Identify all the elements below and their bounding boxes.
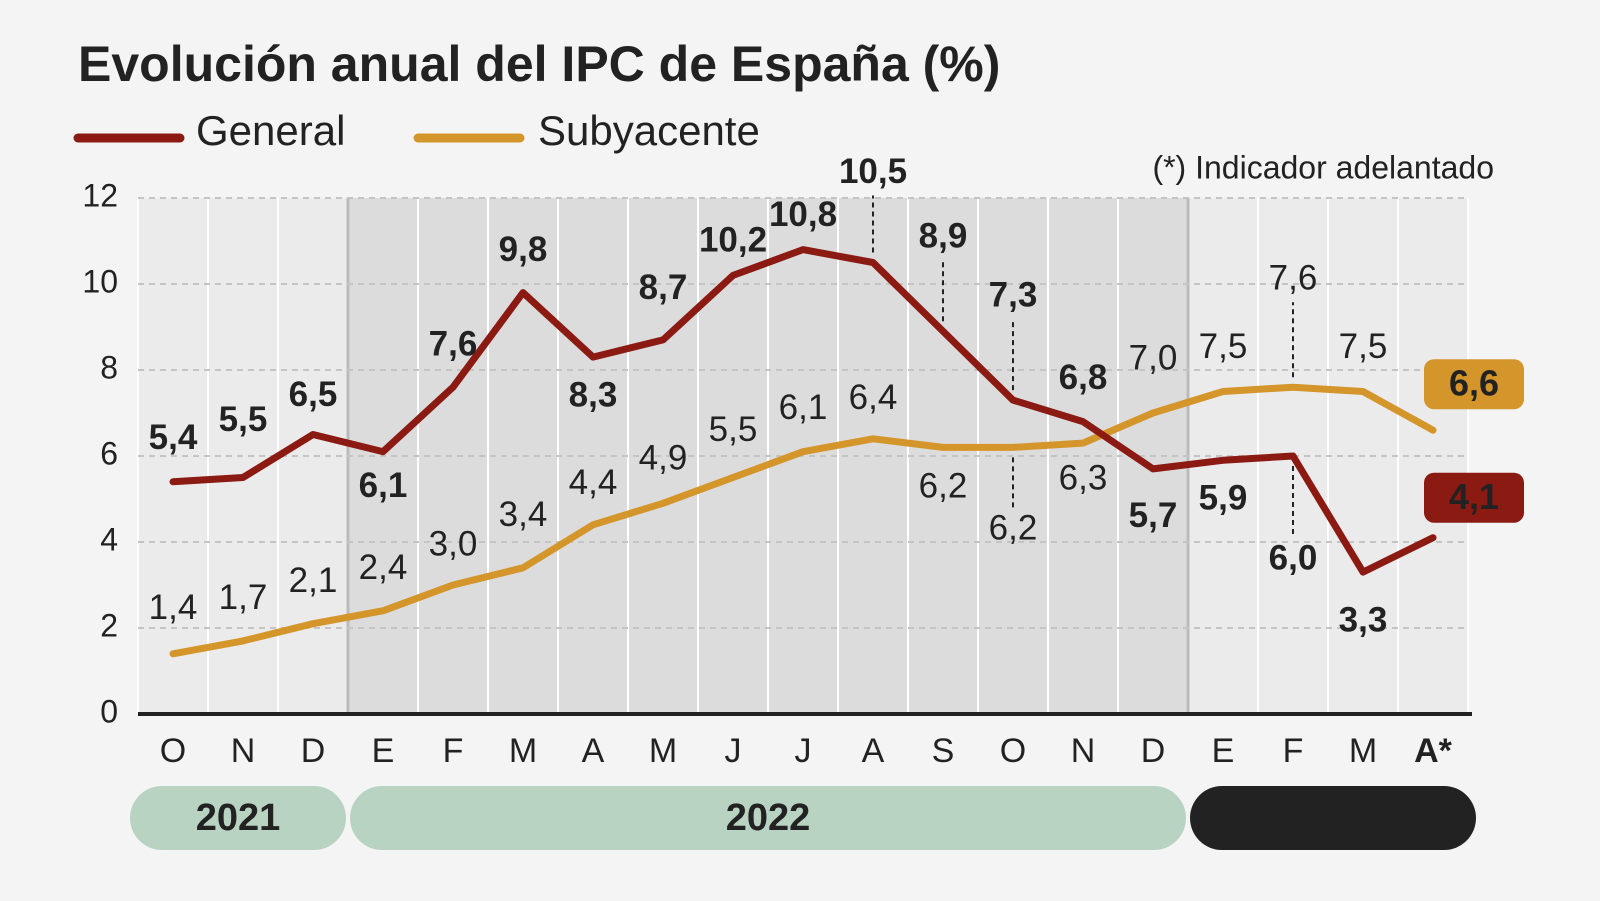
value-label: 8,7 — [639, 268, 688, 307]
year-band — [130, 786, 346, 850]
value-label: 5,9 — [1199, 479, 1248, 518]
x-tick-label: M — [509, 732, 537, 770]
y-tick-label: 12 — [82, 177, 118, 213]
value-label: 6,8 — [1059, 358, 1108, 397]
value-label: 3,3 — [1339, 600, 1388, 639]
value-label: 5,4 — [149, 418, 198, 457]
year-label: 2021 — [196, 797, 281, 839]
x-tick-label: D — [1141, 732, 1166, 770]
value-label: 10,8 — [769, 195, 837, 234]
value-label: 6,3 — [1059, 458, 1108, 497]
x-tick-label: S — [932, 732, 955, 770]
value-box — [1424, 359, 1524, 410]
y-tick-label: 4 — [100, 521, 118, 557]
year-band — [350, 786, 1186, 850]
value-label: 8,9 — [919, 217, 968, 256]
value-label: 7,5 — [1339, 327, 1388, 366]
value-label: 6,1 — [359, 466, 408, 505]
value-label: 10,2 — [699, 221, 767, 260]
y-tick-label: 10 — [82, 263, 118, 299]
y-tick-label: 8 — [100, 349, 118, 385]
x-tick-label: J — [795, 732, 812, 770]
value-box — [1424, 472, 1524, 523]
value-label: 3,0 — [429, 524, 478, 563]
x-tick-label: D — [301, 732, 326, 770]
value-label: 7,6 — [429, 324, 478, 363]
x-tick-label: O — [1000, 732, 1026, 770]
value-label: 1,4 — [149, 588, 198, 627]
y-tick-label: 6 — [100, 435, 118, 471]
value-label: 6,2 — [919, 467, 968, 506]
value-label: 5,5 — [219, 400, 268, 439]
value-label: 7,0 — [1129, 338, 1178, 377]
value-label: 4,1 — [1449, 476, 1499, 517]
value-label: 8,3 — [569, 375, 618, 414]
chart-title: Evolución anual del IPC de España (%) — [78, 36, 1000, 92]
year-band — [1190, 786, 1476, 850]
x-tick-label: A — [862, 732, 885, 770]
value-label: 2,4 — [359, 548, 408, 587]
value-label: 6,5 — [289, 375, 338, 414]
x-tick-label: N — [231, 732, 256, 770]
year-label: 2023 — [1291, 797, 1376, 839]
y-tick-label: 0 — [100, 693, 118, 729]
x-tick-label: M — [1349, 732, 1377, 770]
x-tick-label: O — [160, 732, 186, 770]
value-label: 6,6 — [1449, 363, 1499, 404]
x-tick-label: J — [725, 732, 742, 770]
value-label: 5,5 — [709, 410, 758, 449]
value-label: 7,6 — [1269, 258, 1318, 297]
value-label: 1,7 — [219, 578, 268, 617]
value-label: 6,1 — [779, 388, 828, 427]
value-label: 6,0 — [1269, 538, 1318, 577]
x-tick-label: E — [372, 732, 395, 770]
legend-label: Subyacente — [538, 107, 760, 154]
line-0 — [169, 246, 1437, 576]
x-tick-label: E — [1212, 732, 1235, 770]
value-label: 2,1 — [289, 561, 338, 600]
note: (*) Indicador adelantado — [1152, 149, 1494, 185]
value-label: 4,4 — [569, 463, 618, 502]
line-1 — [169, 383, 1437, 658]
x-tick-label: N — [1071, 732, 1096, 770]
value-label: 5,7 — [1129, 496, 1178, 535]
y-tick-label: 2 — [100, 607, 118, 643]
x-tick-label: M — [649, 732, 677, 770]
x-tick-label: F — [1283, 732, 1304, 770]
legend-label: General — [196, 107, 345, 154]
year-label: 2022 — [726, 797, 811, 839]
x-tick-label: A* — [1414, 732, 1453, 770]
value-label: 9,8 — [499, 230, 548, 269]
value-label: 7,5 — [1199, 327, 1248, 366]
value-label: 6,2 — [989, 509, 1038, 548]
value-label: 4,9 — [639, 439, 688, 478]
value-label: 10,5 — [839, 152, 907, 191]
x-tick-label: A — [582, 732, 605, 770]
value-label: 6,4 — [849, 378, 898, 417]
value-label: 7,3 — [989, 275, 1038, 314]
x-tick-label: F — [443, 732, 464, 770]
value-label: 3,4 — [499, 495, 548, 534]
